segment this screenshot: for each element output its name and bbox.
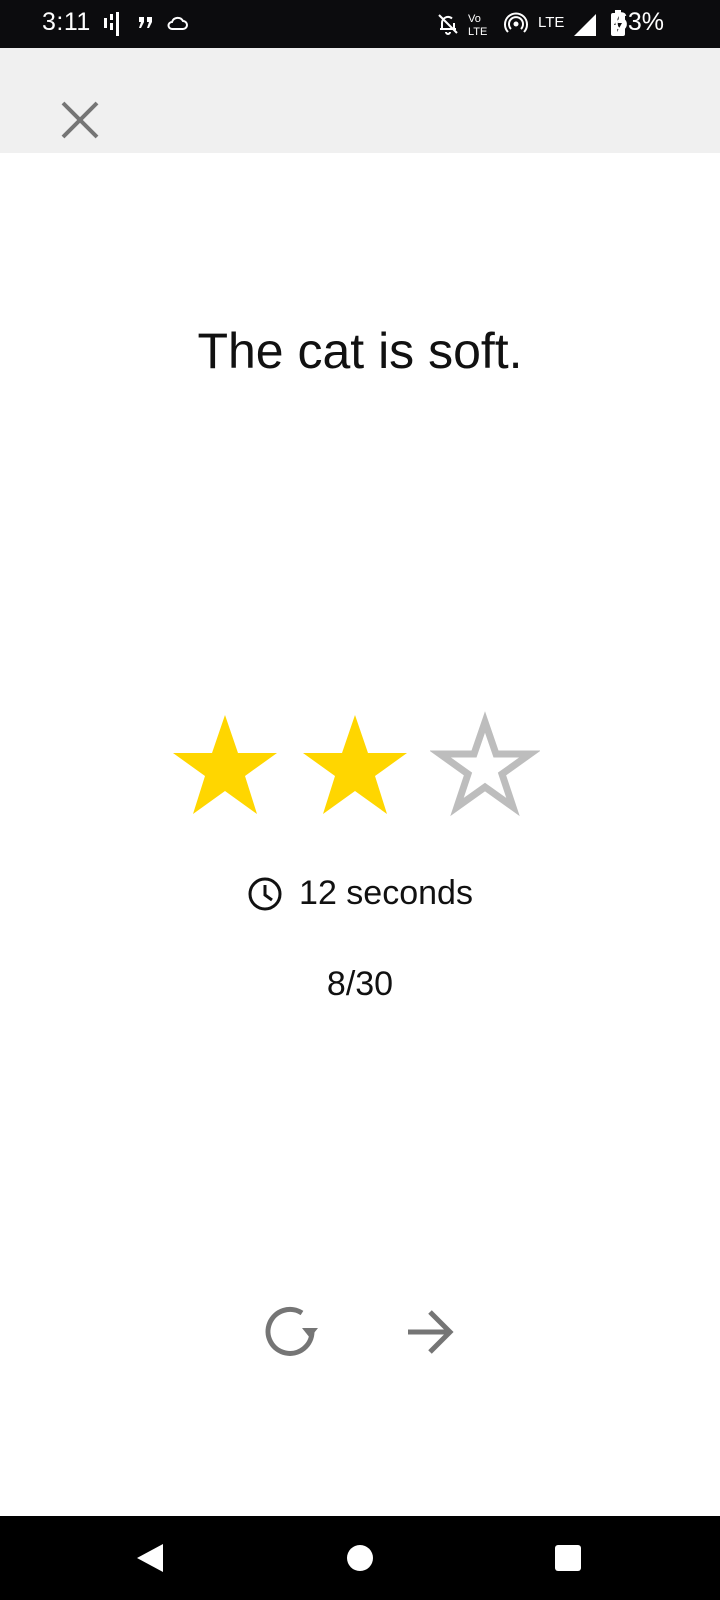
- home-button[interactable]: [336, 1536, 384, 1580]
- sentence-text: The cat is soft.: [197, 323, 523, 379]
- recents-button[interactable]: [544, 1536, 592, 1580]
- volte-icon: Vo LTE: [468, 13, 487, 38]
- close-button[interactable]: [52, 92, 108, 148]
- star-filled-icon: [303, 715, 407, 814]
- cloud-icon: [167, 16, 188, 30]
- home-icon: [347, 1545, 373, 1571]
- next-button[interactable]: [390, 1292, 470, 1372]
- timer-text: 12 seconds: [299, 874, 473, 912]
- arrow-right-icon: [408, 1310, 454, 1354]
- status-bar: 3:11 Vo LTE LTE 63%: [0, 0, 720, 48]
- back-icon: [137, 1544, 163, 1572]
- clock-icon: [248, 877, 282, 910]
- retry-icon: [265, 1306, 318, 1356]
- star-empty-icon: [430, 711, 540, 817]
- timer: 12 seconds: [0, 874, 720, 913]
- star-filled-icon: [173, 715, 277, 814]
- hotspot-icon: [504, 12, 528, 33]
- battery-percentage: 63%: [613, 8, 664, 36]
- recents-icon: [555, 1545, 581, 1571]
- toolbar: [0, 48, 720, 153]
- star-rating: [170, 710, 550, 820]
- navigation-bar: [0, 1516, 720, 1600]
- back-button[interactable]: [126, 1536, 174, 1580]
- status-time: 3:11: [42, 8, 91, 36]
- svg-text:Vo: Vo: [468, 13, 481, 25]
- lte-icon: LTE: [538, 14, 565, 31]
- mute-bell-icon: [438, 14, 458, 35]
- signal-bars-icon: [104, 12, 119, 36]
- close-icon: [61, 101, 99, 139]
- quote-icon: [139, 17, 152, 28]
- retry-button[interactable]: [250, 1292, 330, 1372]
- cell-signal-icon: [574, 14, 596, 36]
- svg-text:LTE: LTE: [468, 26, 487, 38]
- progress-counter: 8/30: [326, 965, 394, 1003]
- battery-charging-icon: [611, 10, 625, 36]
